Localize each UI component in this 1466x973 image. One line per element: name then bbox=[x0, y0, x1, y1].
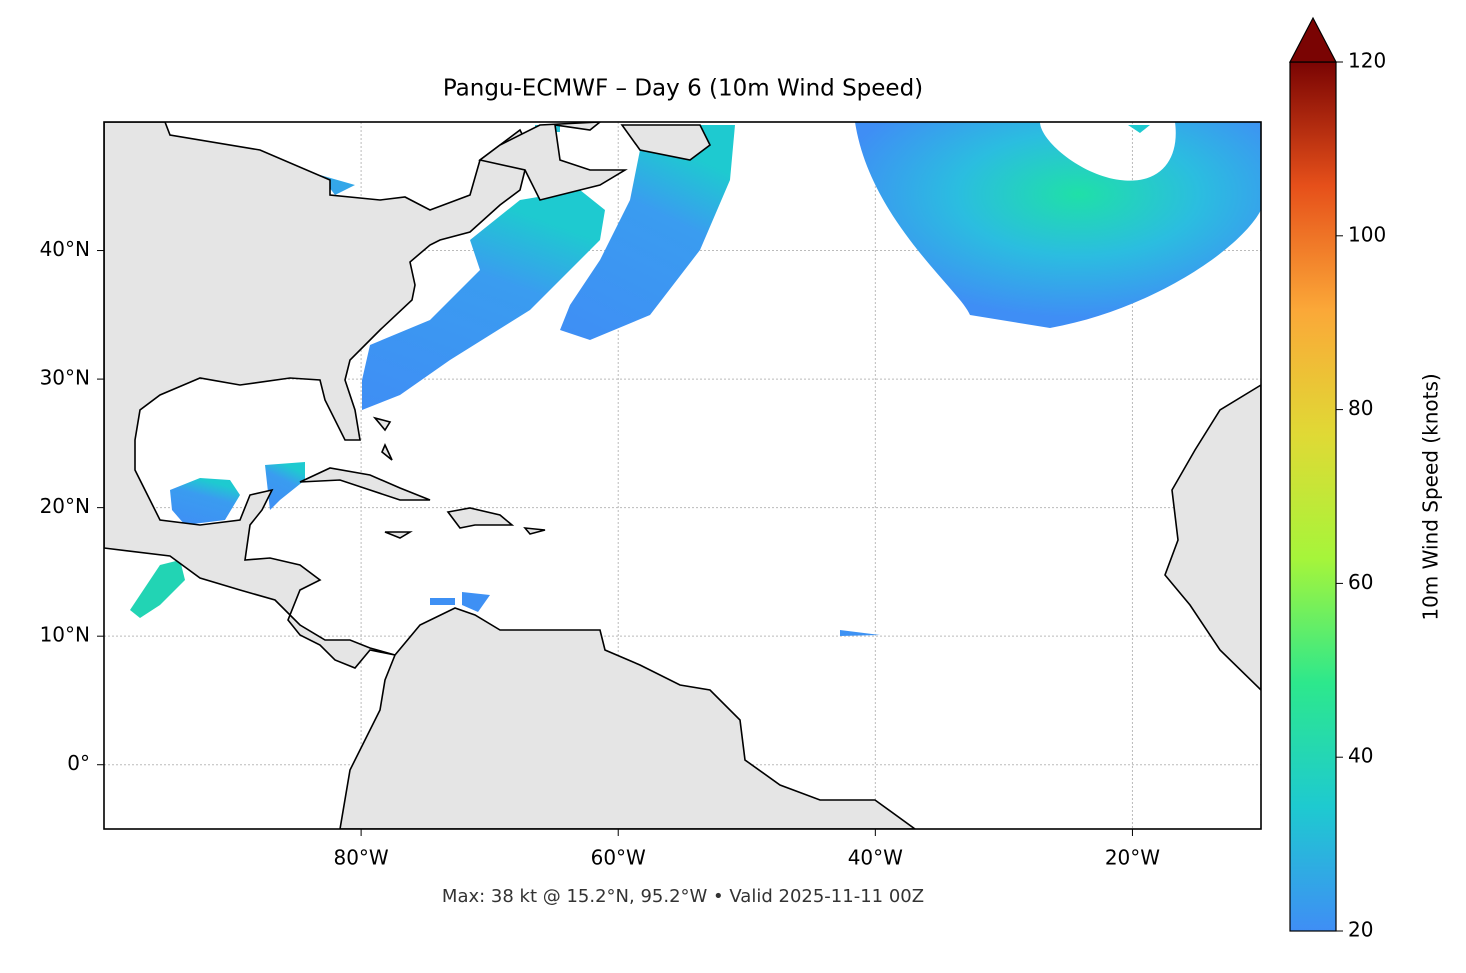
canada-east bbox=[478, 122, 712, 201]
wind-field bbox=[855, 122, 1261, 328]
africa bbox=[1164, 384, 1261, 692]
colorbar-scale bbox=[1289, 61, 1337, 932]
y-tick-label: 20°N bbox=[40, 494, 90, 518]
x-tick-label: 80°W bbox=[333, 846, 388, 870]
colorbar-label: 10m Wind Speed (knots) bbox=[1419, 373, 1443, 620]
x-tick-label: 60°W bbox=[591, 846, 646, 870]
colorbar-tick-label: 40 bbox=[1348, 744, 1373, 768]
colorbar-extend bbox=[1289, 16, 1337, 63]
hispaniola bbox=[372, 416, 546, 539]
colorbar-tick-label: 80 bbox=[1348, 396, 1373, 420]
north-america bbox=[104, 122, 531, 669]
chart-title: Pangu-ECMWF – Day 6 (10m Wind Speed) bbox=[443, 76, 923, 102]
y-tick-label: 10°N bbox=[40, 623, 90, 647]
footer-note: Max: 38 kt @ 15.2°N, 95.2°W • Valid 2025… bbox=[442, 886, 924, 907]
colorbar: 20 40 60 80 100 120 10m Wind Speed (knots) bbox=[1289, 16, 1443, 942]
colorbar-tick-label: 120 bbox=[1348, 49, 1386, 73]
x-tick-label: 40°W bbox=[848, 846, 903, 870]
x-tick-label: 20°W bbox=[1105, 846, 1160, 870]
axis-ticks: 80°W 60°W 40°W 20°W 0° 10°N 20°N 30°N 40°N bbox=[40, 237, 1161, 869]
map-frame bbox=[103, 121, 1262, 830]
wind-field bbox=[170, 478, 240, 525]
wind-field bbox=[560, 125, 735, 340]
colorbar-tick-label: 20 bbox=[1348, 918, 1373, 942]
colorbar-tick-label: 60 bbox=[1348, 570, 1373, 594]
wind-field bbox=[265, 462, 305, 510]
south-america bbox=[339, 607, 917, 829]
y-tick-label: 40°N bbox=[40, 237, 90, 261]
colorbar-tick-label: 100 bbox=[1348, 222, 1386, 246]
y-tick-label: 0° bbox=[67, 751, 90, 775]
y-tick-label: 30°N bbox=[40, 366, 90, 390]
map-area bbox=[104, 122, 1261, 829]
wind-field bbox=[130, 560, 185, 618]
wind-field bbox=[362, 190, 605, 410]
cuba bbox=[299, 467, 431, 501]
